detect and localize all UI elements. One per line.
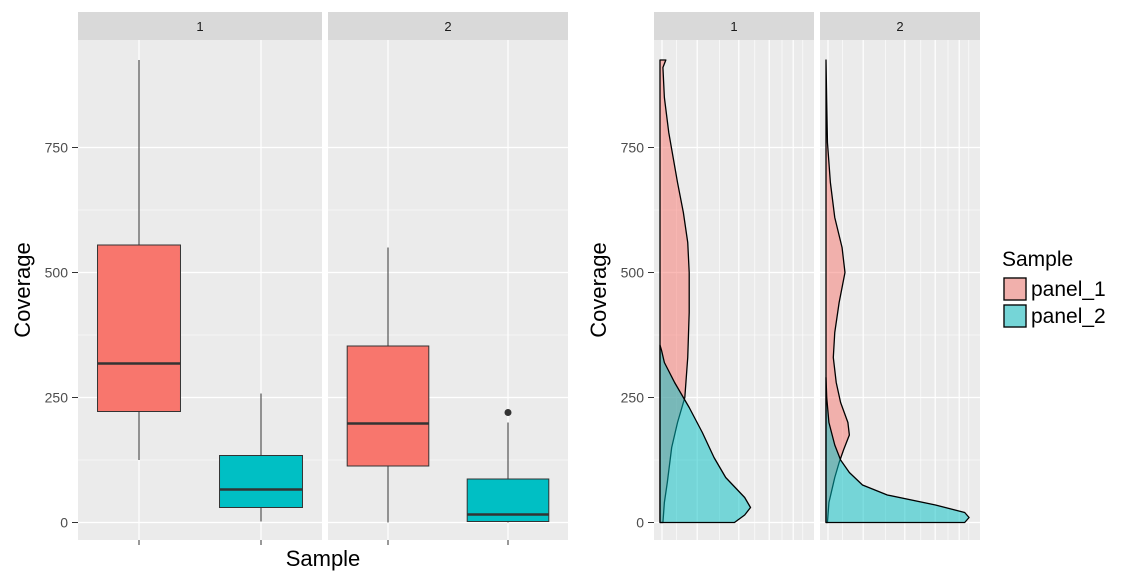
box-outlier: [504, 409, 512, 416]
facet-strip-left-2: [328, 12, 568, 40]
density-area-panel_2-facet-1: [659, 344, 752, 524]
legend-entry-label: panel_1: [1031, 278, 1106, 301]
facet-strip-right-1: [654, 12, 814, 40]
box-panel_2-facet-1: [219, 455, 303, 508]
density-area-panel_2-facet-2: [825, 376, 970, 524]
y-axis-title-left: Coverage: [10, 242, 35, 337]
y-tick-label: 750: [621, 140, 645, 156]
facet-strip-left-1: [78, 12, 322, 40]
facet-strip-label: 1: [196, 19, 203, 34]
y-tick-label: 500: [621, 265, 645, 281]
facet-strip-right-2: [820, 12, 980, 40]
y-axis-title-right: Coverage: [586, 242, 611, 337]
x-axis-title: Sample: [286, 546, 361, 571]
legend-entry-label: panel_2: [1031, 305, 1106, 328]
facet-strip-label: 2: [896, 19, 903, 34]
y-tick-label: 0: [60, 515, 68, 531]
legend-title: Sample: [1002, 248, 1073, 271]
facet-strip-label: 2: [444, 19, 451, 34]
box-panel_1-facet-2: [346, 345, 430, 467]
y-tick-label: 0: [636, 515, 644, 531]
y-tick-label: 250: [45, 390, 69, 406]
y-tick-label: 250: [621, 390, 645, 406]
y-tick-label: 750: [45, 140, 69, 156]
box-panel_1-facet-1: [97, 244, 181, 412]
legend-swatch-panel_2: [1003, 304, 1027, 328]
legend-swatch-panel_1: [1003, 277, 1027, 301]
facet-strip-label: 1: [730, 19, 737, 34]
y-tick-label: 500: [45, 265, 69, 281]
panel-background-right-2: [820, 40, 980, 540]
